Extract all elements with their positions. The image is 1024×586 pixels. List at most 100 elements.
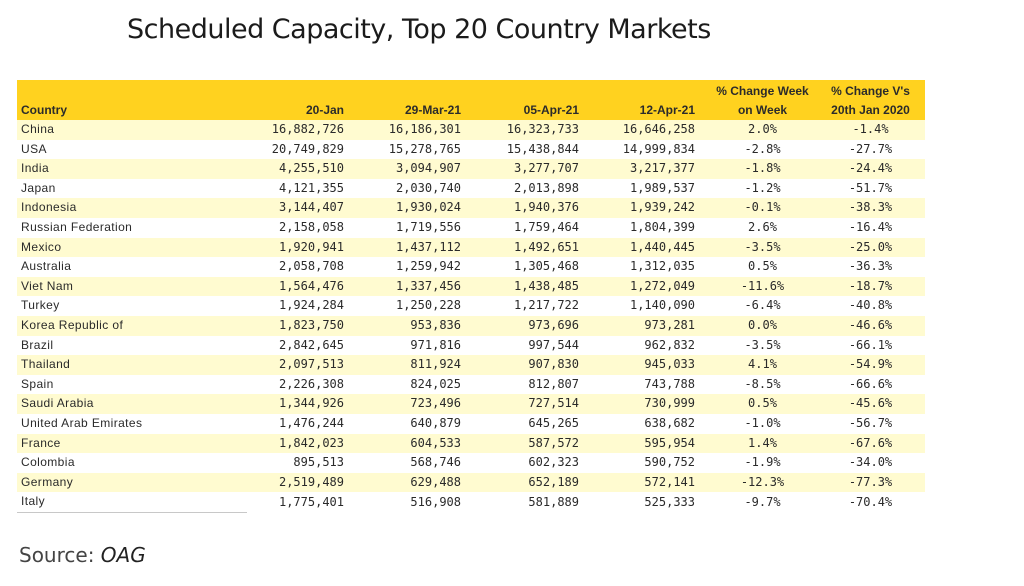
apr-05-cell: 727,514 <box>475 394 593 414</box>
column-header-12-apr-21: 12-Apr-21 <box>593 80 709 120</box>
apr-05-cell: 907,830 <box>475 355 593 375</box>
country-cell: Italy <box>17 492 247 513</box>
apr-12-cell: 595,954 <box>593 433 709 454</box>
change-week-cell: 0.0% <box>709 315 816 336</box>
change-jan-cell: -24.4% <box>816 159 925 179</box>
chart-title: Scheduled Capacity, Top 20 Country Marke… <box>127 14 711 45</box>
change-week-cell: 0.5% <box>709 257 816 277</box>
change-jan-cell: -18.7% <box>816 276 925 297</box>
apr-05-cell: 812,807 <box>475 374 593 395</box>
apr-12-cell: 525,333 <box>593 492 709 513</box>
change-week-cell: -12.3% <box>709 472 816 493</box>
apr-12-cell: 730,999 <box>593 394 709 414</box>
change-jan-cell: -67.6% <box>816 433 925 454</box>
change-jan-cell: -45.6% <box>816 394 925 414</box>
change-jan-cell: -25.0% <box>816 237 925 258</box>
table-row: Russian Federation 2,158,058 1,719,556 1,75… <box>17 217 925 238</box>
apr-05-cell: 1,940,376 <box>475 198 593 218</box>
table-row: India 4,255,510 3,094,907 3,277,707 3,217,37… <box>17 159 925 179</box>
change-week-cell: 2.6% <box>709 217 816 238</box>
change-week-cell: -6.4% <box>709 296 816 316</box>
capacity-table: Country 20-Jan 29-Mar-21 05-Apr-21 12-Ap… <box>17 80 925 513</box>
apr-12-cell: 945,033 <box>593 355 709 375</box>
mar-29-cell: 723,496 <box>358 394 475 414</box>
change-week-cell: 0.5% <box>709 394 816 414</box>
change-week-cell: -0.1% <box>709 198 816 218</box>
apr-05-cell: 15,438,844 <box>475 139 593 160</box>
mar-29-cell: 640,879 <box>358 413 475 434</box>
change-week-cell: 4.1% <box>709 355 816 375</box>
apr-05-cell: 1,305,468 <box>475 257 593 277</box>
apr-12-cell: 1,272,049 <box>593 276 709 297</box>
mar-29-cell: 1,250,228 <box>358 296 475 316</box>
change-week-cell: -9.7% <box>709 492 816 513</box>
apr-12-cell: 1,804,399 <box>593 217 709 238</box>
jan-20-cell: 1,775,401 <box>247 492 358 513</box>
mar-29-cell: 971,816 <box>358 335 475 356</box>
jan-20-cell: 2,226,308 <box>247 374 358 395</box>
jan-20-cell: 2,519,489 <box>247 472 358 493</box>
mar-29-cell: 516,908 <box>358 492 475 513</box>
jan-20-cell: 4,255,510 <box>247 159 358 179</box>
change-week-cell: -11.6% <box>709 276 816 297</box>
change-jan-cell: -77.3% <box>816 472 925 493</box>
apr-12-cell: 962,832 <box>593 335 709 356</box>
source-label: Source: <box>19 543 95 567</box>
change-jan-cell: -34.0% <box>816 453 925 473</box>
apr-05-cell: 973,696 <box>475 315 593 336</box>
change-jan-cell: -46.6% <box>816 315 925 336</box>
apr-12-cell: 590,752 <box>593 453 709 473</box>
table-row: Korea Republic of 1,823,750 953,836 973,696… <box>17 315 925 336</box>
table-body: China 16,882,726 16,186,301 16,323,733 16,64… <box>17 120 925 513</box>
jan-20-cell: 2,097,513 <box>247 355 358 375</box>
apr-12-cell: 16,646,258 <box>593 120 709 140</box>
country-cell: Turkey <box>17 296 247 316</box>
source-value: OAG <box>100 543 146 567</box>
change-week-cell: -3.5% <box>709 335 816 356</box>
mar-29-cell: 15,278,765 <box>358 139 475 160</box>
mar-29-cell: 1,259,942 <box>358 257 475 277</box>
country-cell: Spain <box>17 374 247 395</box>
jan-20-cell: 20,749,829 <box>247 139 358 160</box>
mar-29-cell: 1,719,556 <box>358 217 475 238</box>
change-jan-cell: -66.1% <box>816 335 925 356</box>
table-row: Viet Nam 1,564,476 1,337,456 1,438,485 1,272… <box>17 276 925 297</box>
apr-05-cell: 652,189 <box>475 472 593 493</box>
mar-29-cell: 824,025 <box>358 374 475 395</box>
change-week-cell: -2.8% <box>709 139 816 160</box>
apr-12-cell: 973,281 <box>593 315 709 336</box>
apr-12-cell: 1,939,242 <box>593 198 709 218</box>
apr-05-cell: 587,572 <box>475 433 593 454</box>
jan-20-cell: 1,476,244 <box>247 413 358 434</box>
mar-29-cell: 1,337,456 <box>358 276 475 297</box>
column-header-change-vs-jan: % Change V's 20th Jan 2020 <box>816 80 925 120</box>
change-week-cell: -1.2% <box>709 178 816 199</box>
apr-12-cell: 572,141 <box>593 472 709 493</box>
table-row: France 1,842,023 604,533 587,572 595,954 1.4%… <box>17 433 925 454</box>
apr-12-cell: 743,788 <box>593 374 709 395</box>
country-cell: USA <box>17 139 247 160</box>
apr-12-cell: 638,682 <box>593 413 709 434</box>
change-week-cell: -8.5% <box>709 374 816 395</box>
change-jan-cell: -1.4% <box>816 120 925 140</box>
change-jan-cell: -51.7% <box>816 178 925 199</box>
column-header-29-mar-21: 29-Mar-21 <box>358 80 475 120</box>
country-cell: Australia <box>17 257 247 277</box>
mar-29-cell: 2,030,740 <box>358 178 475 199</box>
jan-20-cell: 2,058,708 <box>247 257 358 277</box>
apr-05-cell: 602,323 <box>475 453 593 473</box>
change-week-cell: -1.9% <box>709 453 816 473</box>
mar-29-cell: 3,094,907 <box>358 159 475 179</box>
jan-20-cell: 16,882,726 <box>247 120 358 140</box>
mar-29-cell: 1,437,112 <box>358 237 475 258</box>
change-jan-cell: -56.7% <box>816 413 925 434</box>
apr-05-cell: 1,759,464 <box>475 217 593 238</box>
country-cell: Thailand <box>17 355 247 375</box>
jan-20-cell: 2,158,058 <box>247 217 358 238</box>
change-jan-cell: -54.9% <box>816 355 925 375</box>
column-header-change-week: % Change Week on Week <box>709 80 816 120</box>
country-cell: Brazil <box>17 335 247 356</box>
jan-20-cell: 2,842,645 <box>247 335 358 356</box>
column-header-05-apr-21: 05-Apr-21 <box>475 80 593 120</box>
apr-05-cell: 997,544 <box>475 335 593 356</box>
